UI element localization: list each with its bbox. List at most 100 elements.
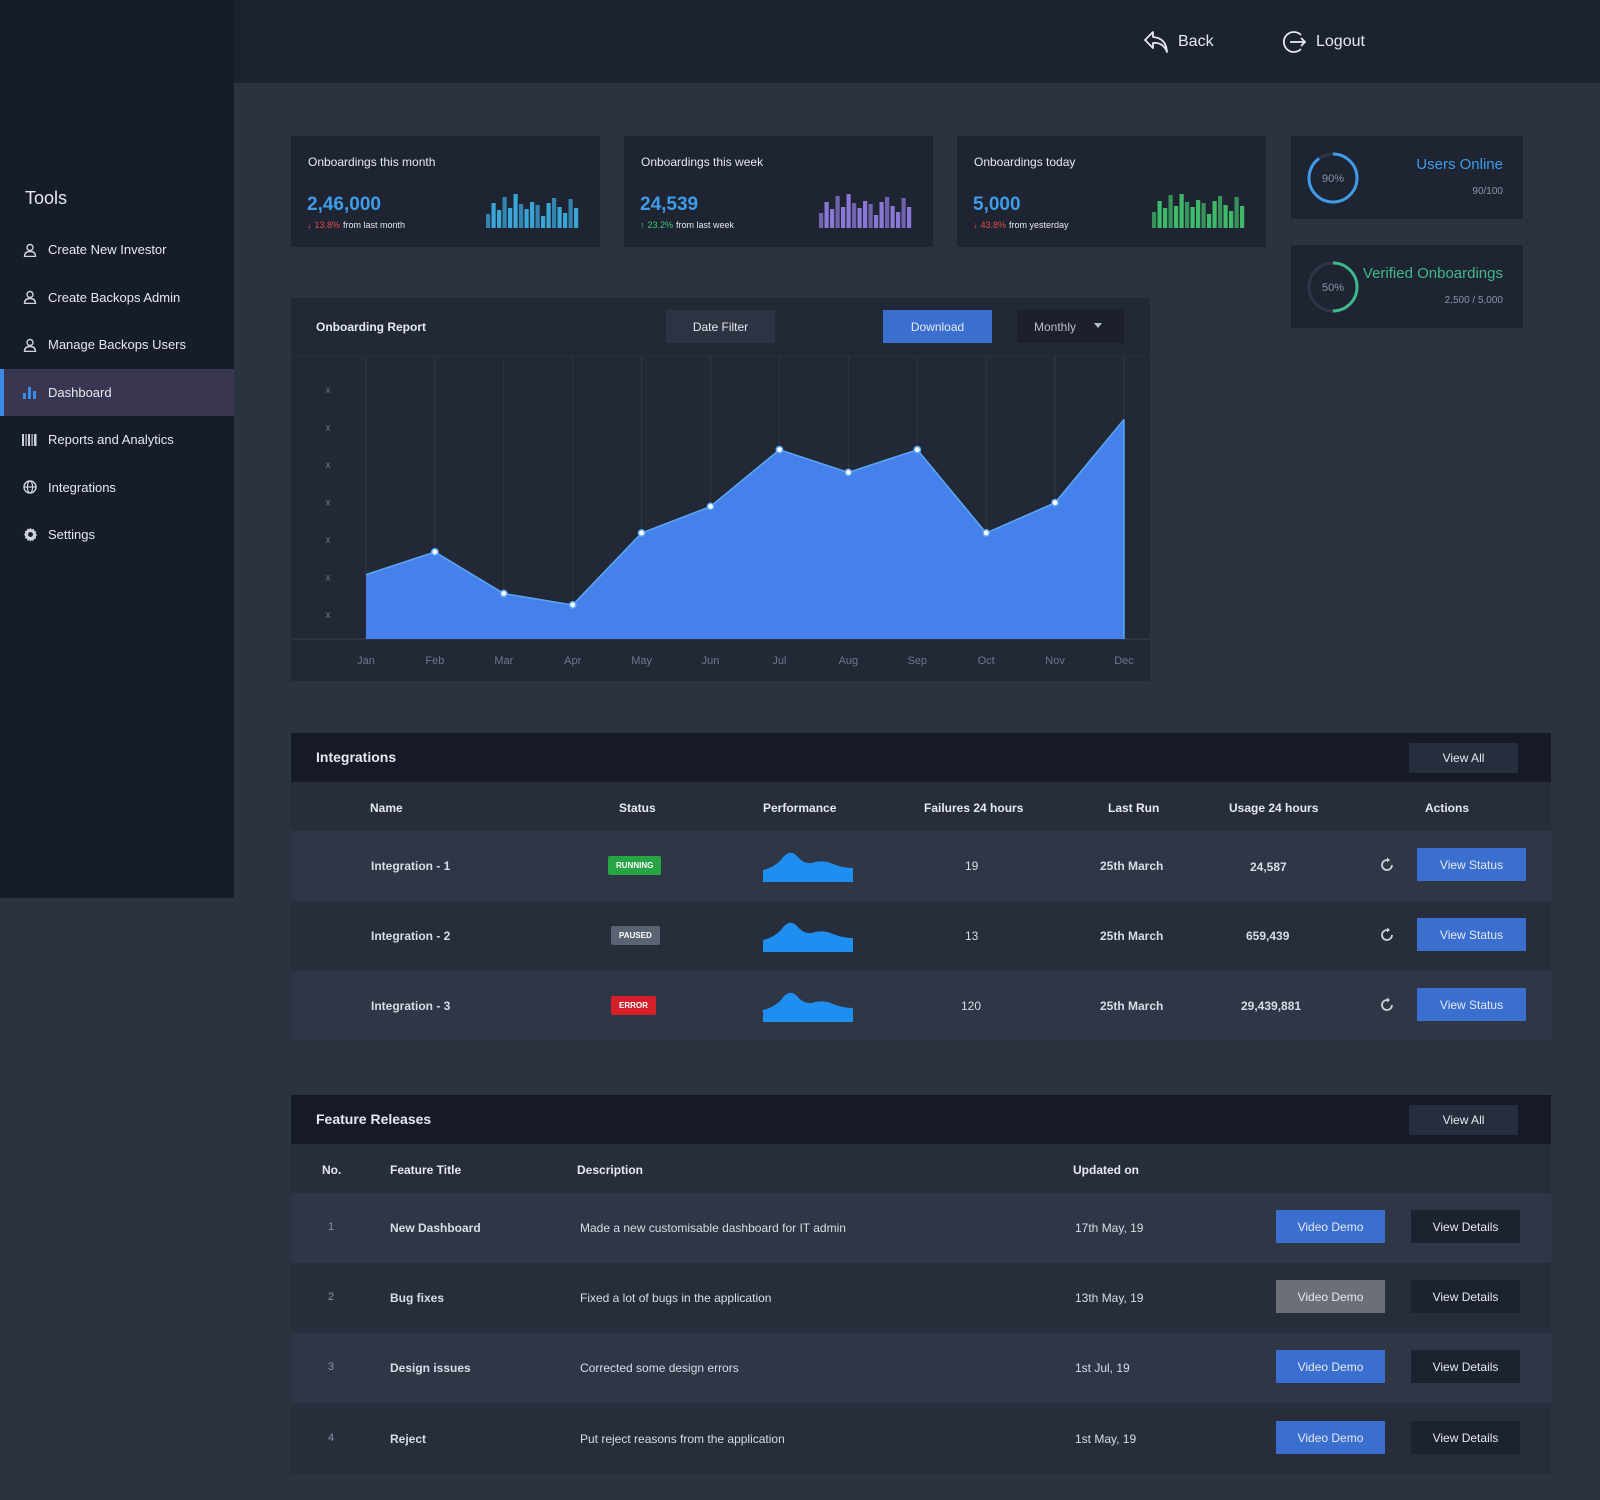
sidebar-nav: Create New Investor Create Backops Admin… (0, 226, 234, 559)
feature-no: 1 (328, 1221, 335, 1233)
x-tick-label: Oct (978, 655, 995, 667)
video-demo-button[interactable]: Video Demo (1276, 1421, 1385, 1454)
col-description: Description (577, 1163, 644, 1177)
performance-sparkline (763, 992, 853, 1022)
sidebar-item-dashboard[interactable]: Dashboard (0, 368, 234, 416)
mini-bar (863, 201, 868, 228)
user-icon (22, 289, 38, 305)
mini-bar (830, 209, 835, 228)
col-usage: Usage 24 hours (1229, 801, 1319, 815)
video-demo-button[interactable]: Video Demo (1276, 1280, 1385, 1313)
sidebar-item-label: Create New Investor (48, 242, 167, 258)
y-tick-label: x (326, 610, 331, 621)
refresh-icon[interactable] (1379, 927, 1395, 943)
sidebar-item-integrations[interactable]: Integrations (0, 464, 234, 512)
feature-releases-panel: Feature Releases View All No. Feature Ti… (291, 1095, 1551, 1474)
col-actions: Actions (1425, 801, 1470, 815)
stat-title: Onboardings this week (641, 155, 764, 169)
gauge-sub: 90/100 (1472, 186, 1503, 197)
stat-change-suffix: from yesterday (1009, 220, 1069, 230)
gauge-title: Users Online (1416, 156, 1503, 173)
col-name: Name (370, 801, 403, 815)
data-point[interactable] (775, 445, 784, 454)
mini-bar (1179, 194, 1184, 228)
mini-bar (896, 212, 901, 228)
integrations-header: Integrations View All (291, 733, 1551, 782)
mini-bar (486, 214, 491, 228)
back-button[interactable]: Back (1142, 28, 1214, 56)
features-view-all-button[interactable]: View All (1409, 1105, 1518, 1135)
view-details-button[interactable]: View Details (1411, 1210, 1520, 1243)
logout-icon (1280, 28, 1308, 56)
integrations-view-all-button[interactable]: View All (1409, 743, 1518, 773)
sidebar-item-create-new-investor[interactable]: Create New Investor (0, 226, 234, 274)
area-series (366, 419, 1124, 639)
data-point[interactable] (706, 502, 715, 511)
y-tick-label: x (326, 498, 331, 509)
usage-value: 29,439,881 (1241, 999, 1302, 1013)
performance-sparkline (763, 852, 853, 882)
data-point[interactable] (499, 589, 508, 598)
stat-value: 24,539 (640, 194, 699, 215)
data-point[interactable] (982, 529, 991, 537)
feature-title: Bug fixes (390, 1291, 445, 1305)
mini-bar (852, 203, 857, 228)
y-tick-label: x (326, 423, 331, 434)
mini-bar (574, 208, 579, 228)
integration-name: Integration - 3 (371, 999, 451, 1013)
mini-bar (824, 202, 829, 228)
top-header: Back Logout (234, 0, 1600, 83)
mini-bar (491, 203, 496, 228)
period-select[interactable]: Monthly (1017, 310, 1124, 343)
view-details-button[interactable]: View Details (1411, 1280, 1520, 1313)
mini-bar (1229, 211, 1234, 228)
mini-bar (502, 197, 507, 228)
download-button[interactable]: Download (883, 310, 992, 343)
stat-value: 2,46,000 (307, 194, 381, 215)
feature-description: Fixed a lot of bugs in the application (580, 1291, 772, 1305)
mini-bar (1240, 206, 1245, 228)
mini-bar (1212, 201, 1217, 228)
sidebar-item-settings[interactable]: Settings (0, 511, 234, 559)
view-status-button[interactable]: View Status (1417, 988, 1526, 1021)
mini-bar (519, 204, 524, 228)
video-demo-button[interactable]: Video Demo (1276, 1210, 1385, 1243)
data-point[interactable] (1051, 498, 1060, 507)
refresh-icon[interactable] (1379, 997, 1395, 1013)
view-details-button[interactable]: View Details (1411, 1350, 1520, 1383)
sidebar-item-manage-backops-users[interactable]: Manage Backops Users (0, 321, 234, 369)
onboarding-report-panel: Onboarding Report Date Filter Download M… (291, 298, 1150, 681)
stat-change-suffix: from last week (676, 220, 735, 230)
failures-value: 13 (965, 929, 979, 943)
data-point[interactable] (913, 445, 922, 454)
video-demo-button[interactable]: Video Demo (1276, 1350, 1385, 1383)
data-point[interactable] (844, 468, 853, 477)
mini-bar-chart (819, 194, 912, 228)
x-tick-label: May (631, 655, 652, 667)
gauge-sub: 2,500 / 5,000 (1444, 295, 1503, 306)
view-details-button[interactable]: View Details (1411, 1421, 1520, 1454)
sidebar-item-reports-and-analytics[interactable]: Reports and Analytics (0, 416, 234, 464)
y-tick-label: x (326, 385, 331, 396)
table-row: 2 Bug fixes Fixed a lot of bugs in the a… (291, 1263, 1551, 1333)
logout-button[interactable]: Logout (1280, 28, 1365, 56)
data-point[interactable] (430, 547, 439, 556)
sidebar: Tools Create New Investor Create Backops… (0, 0, 234, 898)
refresh-icon[interactable] (1379, 857, 1395, 873)
view-status-button[interactable]: View Status (1417, 918, 1526, 951)
sidebar-item-create-backops-admin[interactable]: Create Backops Admin (0, 274, 234, 322)
onboarding-area-chart: x x x x x x x Jan Feb Mar Apr May Jun Jul Aug Sep Oct Nov… (291, 356, 1150, 667)
data-point[interactable] (637, 529, 646, 537)
status-badge: RUNNING (608, 856, 662, 875)
gauge-card-users-online: 90% Users Online 90/100 (1291, 136, 1523, 219)
usage-value: 659,439 (1246, 929, 1290, 943)
data-point[interactable] (568, 600, 577, 609)
stat-change-suffix: from last month (343, 220, 406, 230)
date-filter-button[interactable]: Date Filter (666, 310, 775, 343)
mini-bar (1185, 202, 1190, 228)
user-icon (22, 242, 38, 258)
col-no: No. (322, 1163, 342, 1177)
mini-bar (874, 215, 879, 228)
feature-releases-header: Feature Releases View All (291, 1095, 1551, 1144)
view-status-button[interactable]: View Status (1417, 848, 1526, 881)
